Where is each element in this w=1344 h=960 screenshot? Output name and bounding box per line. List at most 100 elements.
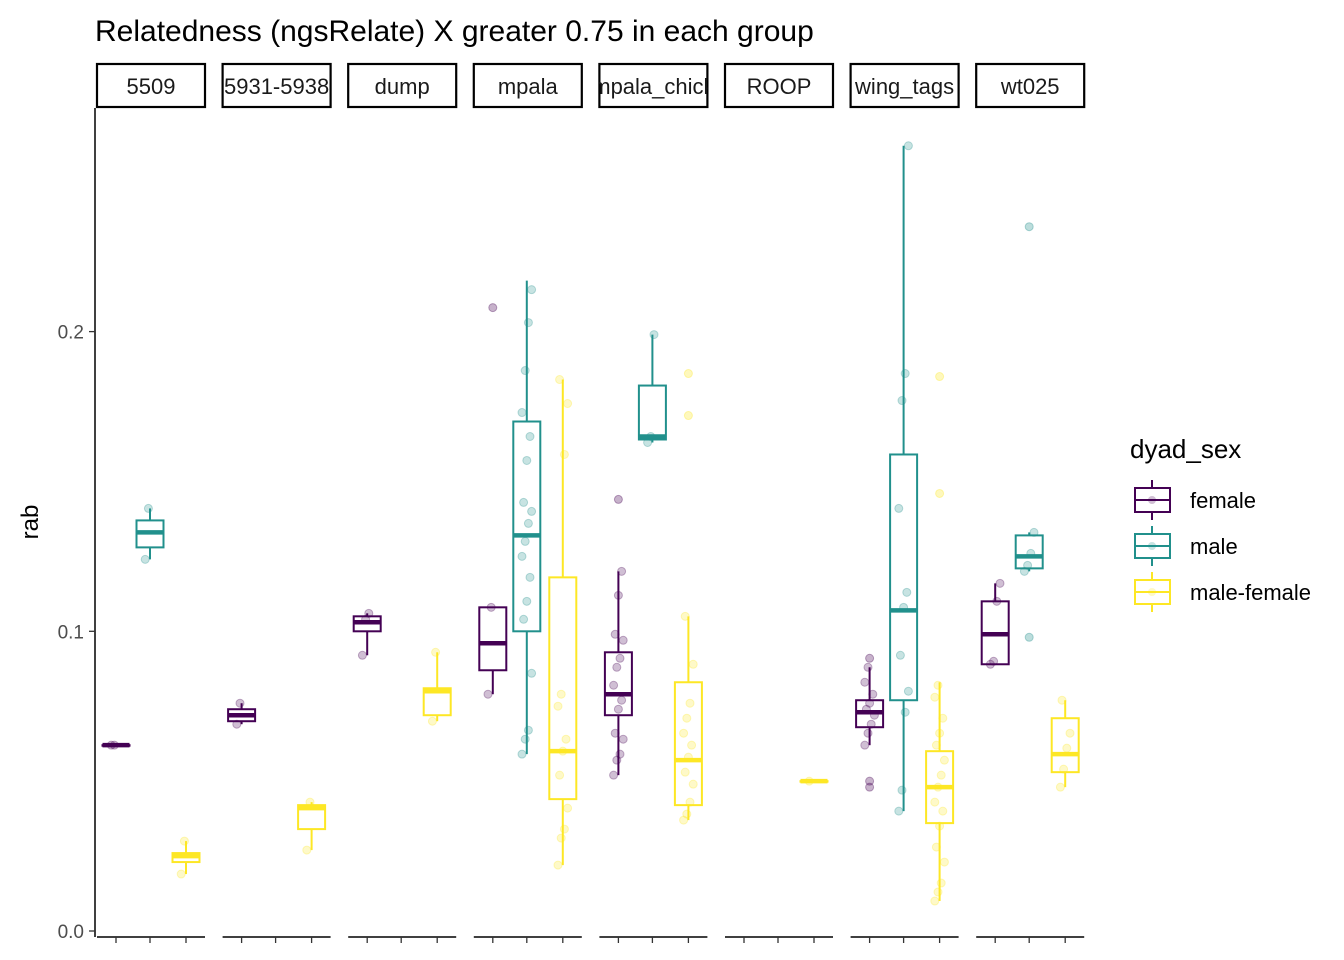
- outlier-point: [935, 372, 945, 382]
- data-point: [936, 770, 946, 780]
- facet-panels: 5509 5931-5938 dump mpala mpala_chick ROOP win…: [95, 62, 1086, 943]
- data-point: [930, 797, 940, 807]
- legend-label: male: [1190, 534, 1238, 559]
- facet-strip-label: mpala: [498, 74, 559, 99]
- facet-panel-5509: 5509: [95, 62, 207, 943]
- box-iqr: [603, 651, 633, 717]
- data-point: [527, 506, 537, 516]
- legend-item-male: male: [1134, 526, 1238, 566]
- box-iqr: [1050, 717, 1080, 774]
- data-point: [895, 650, 905, 660]
- y-tick-label: 0.1: [58, 622, 84, 643]
- facet-strip: [849, 62, 960, 109]
- facet-strip: [472, 62, 583, 109]
- data-point: [1062, 743, 1072, 753]
- data-point: [933, 887, 943, 897]
- data-point: [995, 578, 1005, 588]
- data-point: [679, 728, 689, 738]
- box-iqr: [673, 681, 703, 807]
- box-iqr: [422, 687, 452, 717]
- data-point: [553, 860, 563, 870]
- data-point: [618, 734, 628, 744]
- y-tick-label: 0.0: [58, 922, 84, 943]
- data-point: [522, 596, 532, 606]
- data-point: [357, 650, 367, 660]
- data-point: [900, 369, 910, 379]
- data-point: [900, 707, 910, 717]
- outlier-point: [683, 369, 693, 379]
- facet-strip-label: wing_tags: [854, 74, 954, 99]
- data-point: [525, 431, 535, 441]
- box-iqr: [297, 804, 327, 831]
- box-5931-5938-male-female: [297, 797, 327, 855]
- data-point: [302, 845, 312, 855]
- box-wing-tags-female: [855, 653, 885, 792]
- data-point: [903, 141, 913, 151]
- data-point: [517, 408, 527, 418]
- data-point: [687, 740, 697, 750]
- y-tick-label: 0.2: [58, 323, 84, 344]
- data-point: [555, 770, 565, 780]
- box-iqr: [512, 420, 542, 633]
- box-5931-5938-female: [227, 698, 257, 729]
- facet-panel-mpala: mpala: [472, 62, 583, 943]
- data-point: [939, 755, 949, 765]
- data-point: [902, 587, 912, 597]
- outlier-point: [865, 653, 875, 663]
- data-point: [617, 695, 627, 705]
- data-point: [680, 767, 690, 777]
- facet-panel-mpala-chick: mpala_chick: [592, 62, 715, 943]
- data-point: [561, 734, 571, 744]
- data-point: [613, 704, 623, 714]
- legend-title: dyad_sex: [1130, 434, 1241, 464]
- data-point: [933, 680, 943, 690]
- facet-strip-label: 5509: [127, 74, 176, 99]
- data-point: [688, 659, 698, 669]
- data-point: [1055, 782, 1065, 792]
- box-wing-tags-male: [889, 141, 919, 816]
- data-point: [431, 647, 441, 657]
- data-point: [517, 551, 527, 561]
- data-point: [685, 698, 695, 708]
- box-5509-female: [101, 740, 131, 750]
- facet-strip-label: wt025: [1000, 74, 1060, 99]
- data-point: [563, 803, 573, 813]
- data-point: [143, 503, 153, 513]
- box-wt025-female: [980, 578, 1010, 669]
- data-point: [649, 330, 659, 340]
- box-mpala-female: [478, 303, 508, 699]
- data-point: [520, 734, 530, 744]
- box-dump-male-female: [422, 647, 452, 726]
- data-point: [176, 869, 186, 879]
- box-iqr: [637, 384, 667, 441]
- data-point: [559, 824, 569, 834]
- y-axis: 0.0 0.1 0.2: [58, 108, 96, 943]
- box-wing-tags-male-female: [925, 372, 955, 906]
- facet-strip-label: 5931-5938: [224, 74, 329, 99]
- data-point: [897, 785, 907, 795]
- outlier-point: [865, 782, 875, 792]
- data-point: [612, 662, 622, 672]
- data-point: [179, 836, 189, 846]
- legend-label: female: [1190, 488, 1256, 513]
- data-point: [903, 686, 913, 696]
- data-point: [930, 692, 940, 702]
- box-mpala-chick-male: [637, 330, 667, 447]
- data-point: [863, 728, 873, 738]
- outlier-point: [613, 494, 623, 504]
- box-wt025-male: [1014, 222, 1044, 642]
- facet-strip: [975, 62, 1086, 109]
- data-point: [556, 833, 566, 843]
- data-point: [559, 449, 569, 459]
- data-point: [553, 701, 563, 711]
- outlier-point: [865, 776, 875, 786]
- data-point: [427, 716, 437, 726]
- facet-strip-label: mpala_chick: [592, 74, 715, 99]
- facet-strip: [221, 62, 332, 109]
- data-point: [519, 497, 529, 507]
- data-point: [688, 779, 698, 789]
- outlier-point: [683, 411, 693, 421]
- box-mpala-male-female: [548, 375, 578, 870]
- box-roop-male-female: [799, 776, 829, 786]
- outlier-point: [935, 488, 945, 498]
